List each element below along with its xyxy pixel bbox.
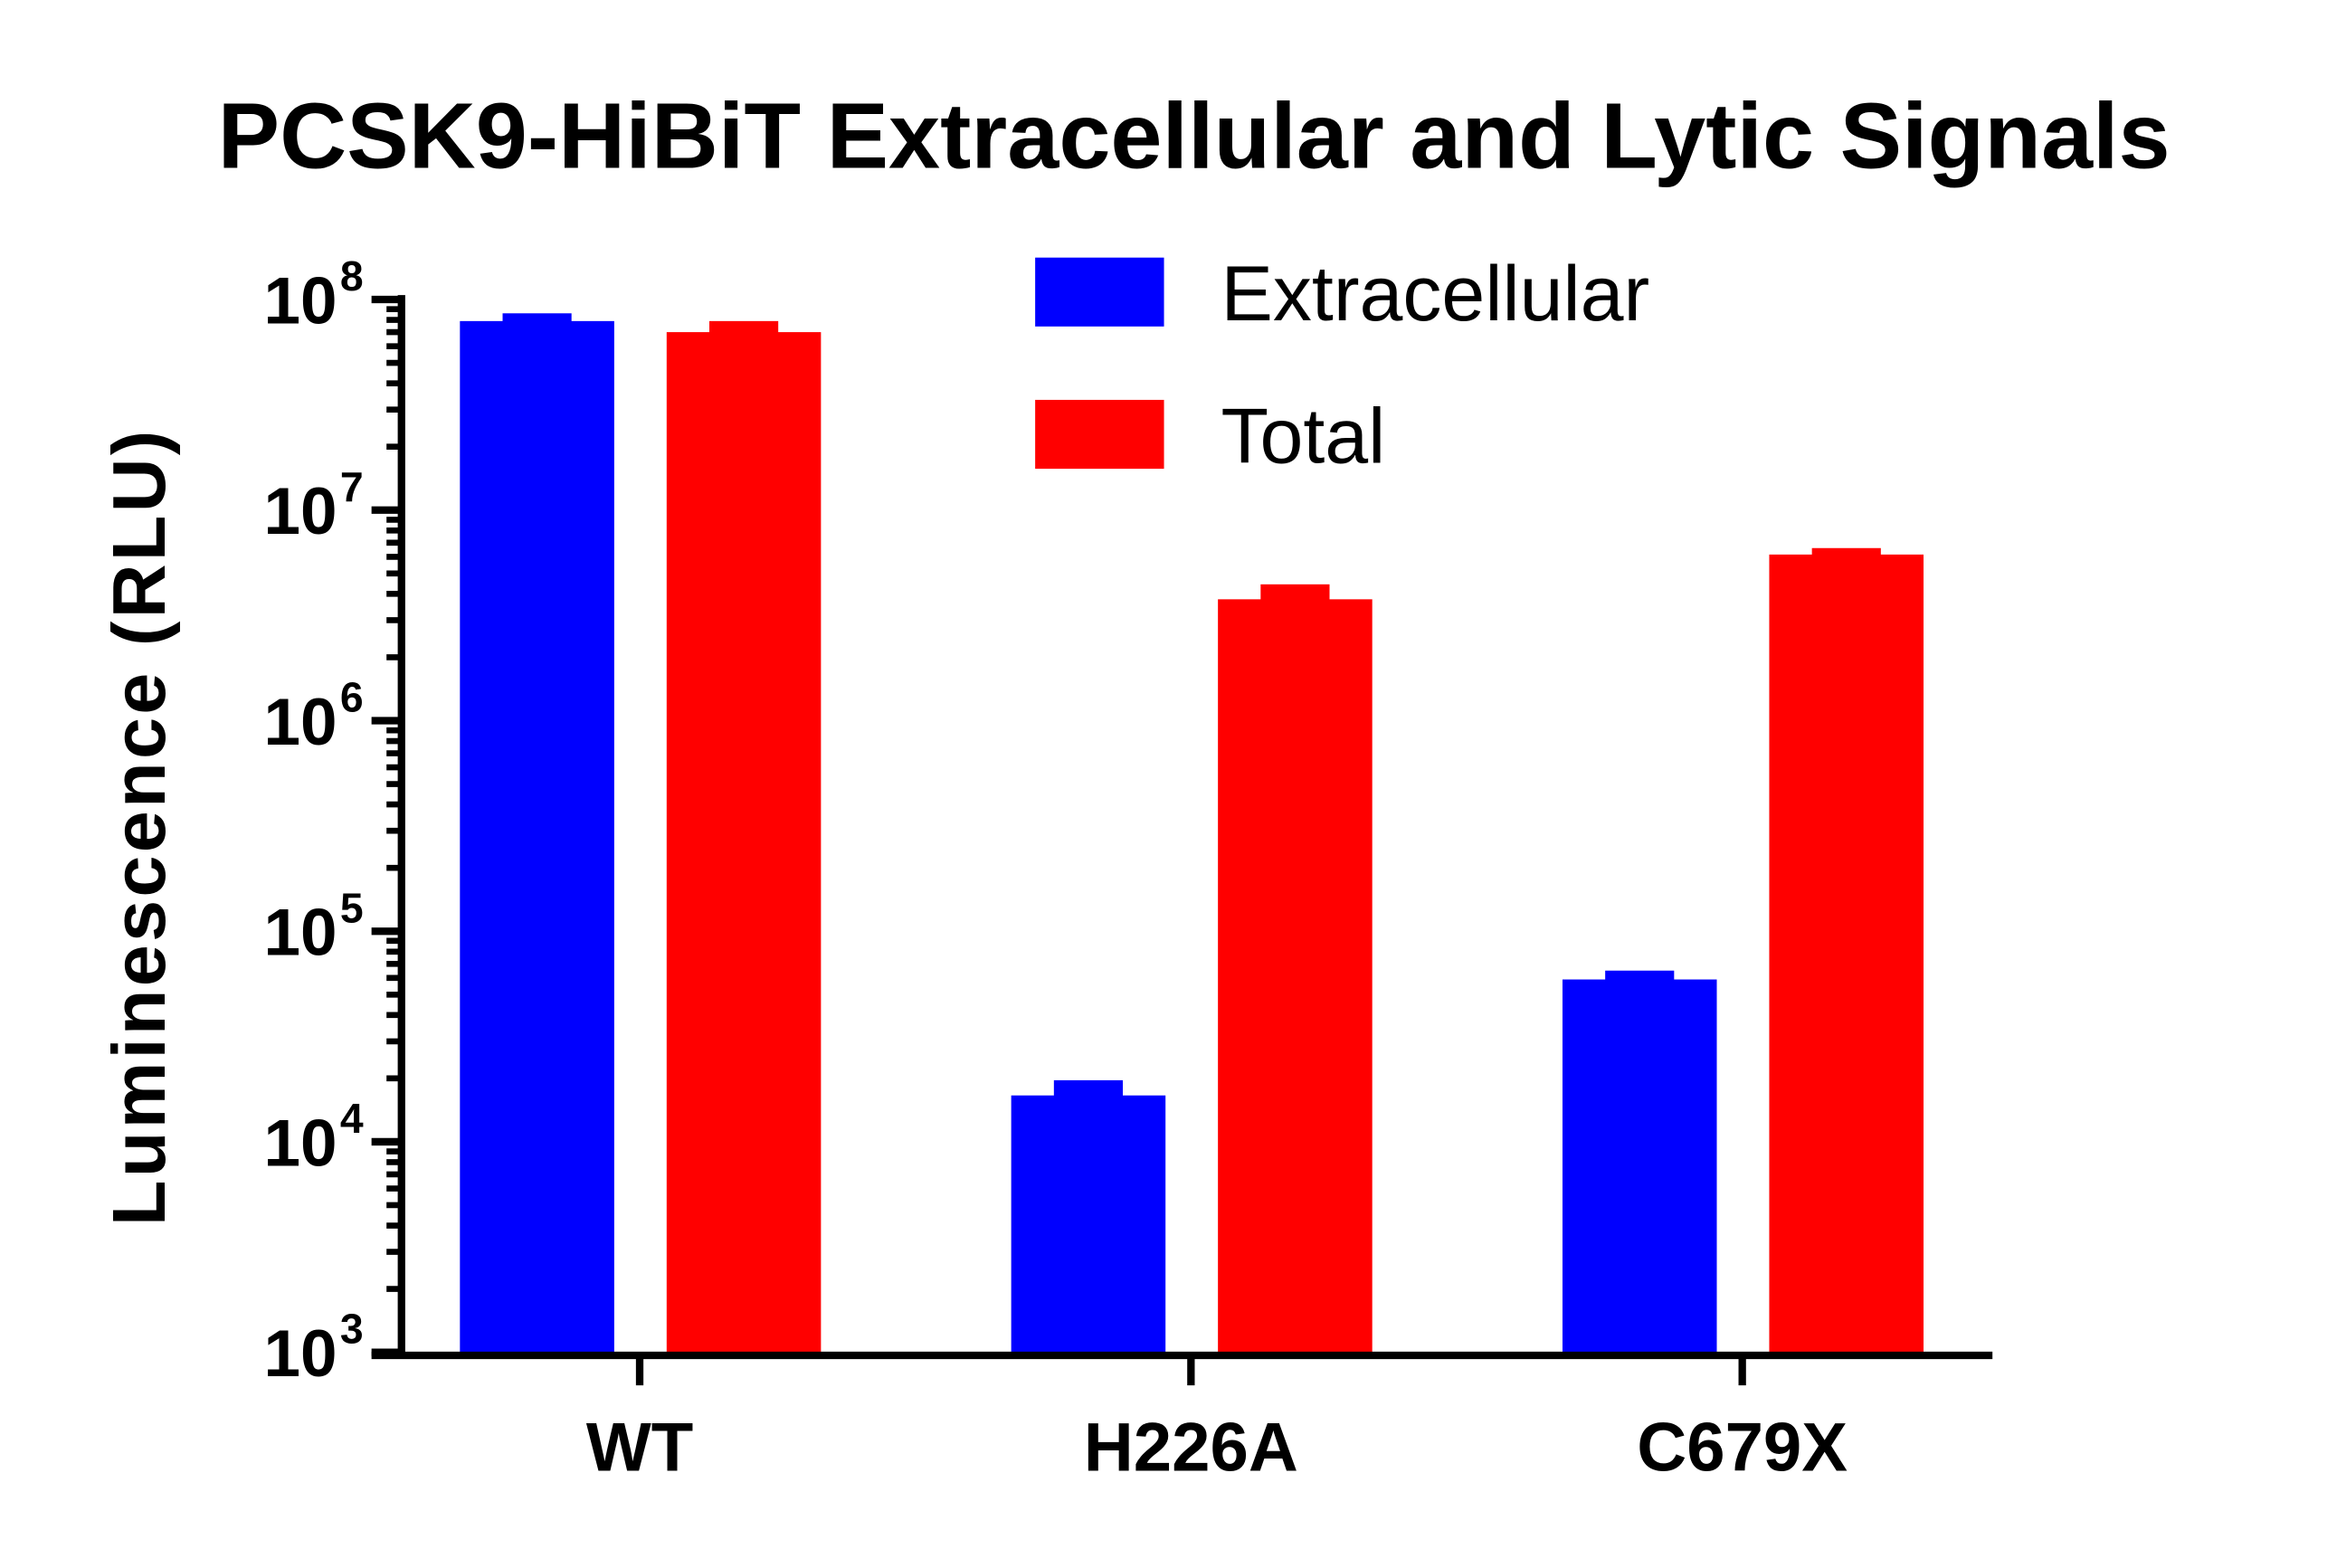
legend-swatch-extracellular xyxy=(1035,257,1164,327)
error-bar-extracellular-c679x xyxy=(1605,970,1675,982)
bar-extracellular-h226a xyxy=(1011,1095,1166,1353)
x-tick-label: C679X xyxy=(1637,1409,1848,1486)
error-bar-extracellular-h226a xyxy=(1053,1079,1123,1098)
y-tick-label: 10 xyxy=(264,1317,337,1391)
y-tick-exponent: 4 xyxy=(340,1095,364,1142)
y-axis-label: Luminescence (RLU) xyxy=(97,427,181,1226)
bar-total-c679x xyxy=(1769,554,1924,1353)
error-bar-total-h226a xyxy=(1260,584,1330,602)
error-bar-extracellular-wt xyxy=(502,313,572,323)
legend: Extracellular Total xyxy=(1035,251,1649,480)
bars-group xyxy=(460,313,1924,1353)
y-tick-label: 10 xyxy=(264,686,337,759)
legend-label-total: Total xyxy=(1221,393,1385,480)
bar-total-h226a xyxy=(1218,599,1373,1353)
y-tick-exponent: 3 xyxy=(340,1306,364,1353)
legend-swatch-total xyxy=(1035,399,1164,470)
error-bar-total-wt xyxy=(709,320,779,334)
x-tick-label: WT xyxy=(586,1409,693,1486)
legend-label-extracellular: Extracellular xyxy=(1221,251,1649,337)
y-tick-exponent: 7 xyxy=(340,463,364,510)
bar-total-wt xyxy=(666,332,822,1353)
y-tick-label: 10 xyxy=(264,1107,337,1180)
chart-title: PCSK9-HiBiT Extracellular and Lytic Sign… xyxy=(218,83,2171,187)
error-bar-total-c679x xyxy=(1811,547,1881,556)
bar-extracellular-c679x xyxy=(1562,979,1717,1353)
y-tick-exponent: 8 xyxy=(340,252,364,299)
x-tick-label: H226A xyxy=(1084,1409,1298,1486)
y-tick-label: 10 xyxy=(264,897,337,970)
y-tick-exponent: 6 xyxy=(340,674,364,721)
bar-extracellular-wt xyxy=(460,320,614,1353)
y-tick-exponent: 5 xyxy=(340,884,364,931)
y-tick-label: 10 xyxy=(264,475,337,548)
y-tick-label: 10 xyxy=(264,265,337,338)
